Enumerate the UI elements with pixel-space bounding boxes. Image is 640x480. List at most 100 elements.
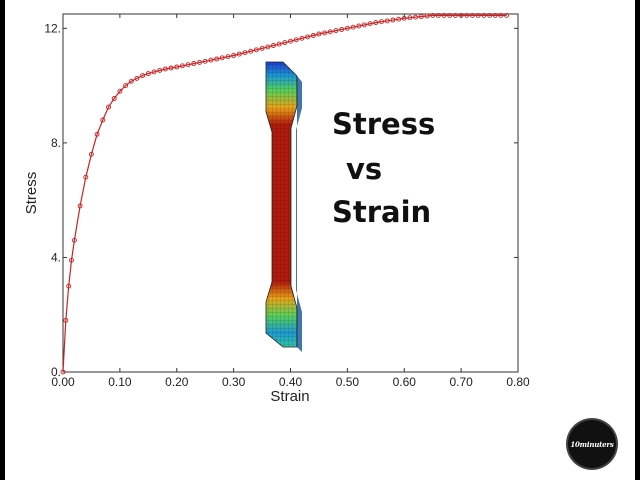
data-point (71, 237, 77, 243)
data-point (492, 12, 498, 18)
y-tick-label: 12. (44, 21, 61, 35)
data-point (373, 20, 379, 26)
data-point (396, 16, 402, 22)
data-point (248, 48, 254, 54)
data-point (379, 19, 384, 25)
data-point (69, 257, 74, 263)
data-point (151, 69, 157, 75)
right-border-band (635, 0, 640, 480)
data-point (504, 12, 510, 18)
data-point (174, 64, 180, 70)
data-point (253, 47, 259, 53)
data-point (157, 67, 163, 73)
data-point (123, 83, 129, 89)
tensile-dogbone-specimen-icon (265, 61, 302, 352)
data-point (430, 12, 436, 18)
data-point (145, 71, 151, 77)
data-point (418, 14, 424, 20)
data-point (390, 17, 396, 23)
data-point (134, 75, 140, 81)
data-point (94, 131, 100, 137)
data-point (470, 12, 475, 18)
x-tick-label: 0.50 (336, 375, 360, 389)
x-axis-ticks: 0.00 0.10 0.20 0.30 0.40 0.50 0.60 0.70 0.80 (51, 14, 530, 389)
data-point (464, 12, 470, 18)
data-point (208, 57, 214, 63)
data-point (191, 61, 197, 66)
data-point (259, 45, 265, 51)
data-point (63, 317, 69, 323)
channel-logo-text: 10minuters (570, 439, 614, 449)
data-point (293, 37, 299, 43)
data-point (282, 40, 288, 46)
data-point (288, 38, 293, 44)
data-point (447, 12, 453, 18)
data-point (168, 65, 174, 71)
data-point (310, 33, 316, 38)
data-point (361, 22, 367, 28)
series-stress-strain (60, 12, 510, 375)
left-border-band (0, 0, 5, 480)
data-point (88, 151, 94, 157)
data-point (231, 53, 237, 58)
data-point (322, 30, 328, 36)
x-tick-label: 0.70 (449, 375, 473, 389)
x-tick-label: 0.00 (51, 375, 75, 389)
y-axis-title: Stress (23, 172, 40, 215)
data-point (344, 25, 350, 31)
data-point (225, 54, 231, 60)
data-point (316, 31, 322, 37)
data-point (202, 58, 208, 64)
x-tick-label: 0.40 (279, 375, 303, 389)
data-point (179, 63, 185, 69)
data-point (270, 43, 276, 48)
y-axis-ticks: 0. 4. 8. 12. (44, 21, 518, 379)
x-tick-label: 0.10 (108, 375, 132, 389)
data-point (236, 51, 242, 57)
data-point (242, 50, 248, 56)
data-point (66, 283, 72, 289)
data-point (350, 24, 356, 30)
data-point (487, 12, 493, 18)
data-point (413, 14, 419, 20)
data-point (475, 12, 481, 18)
data-point (77, 203, 83, 209)
overlay-title-line-1: Stress (332, 107, 436, 141)
data-point (401, 15, 407, 21)
x-tick-label: 0.80 (506, 375, 530, 389)
data-point (185, 62, 191, 68)
data-point (60, 369, 66, 375)
data-point (197, 59, 202, 65)
data-point (106, 104, 111, 110)
data-point (458, 12, 464, 18)
x-tick-label: 0.30 (222, 375, 246, 389)
data-point (128, 78, 134, 84)
data-point (339, 27, 345, 32)
channel-logo-badge: 10minuters (568, 420, 616, 468)
x-tick-label: 0.60 (393, 375, 417, 389)
y-tick-label: 8. (51, 136, 61, 150)
y-tick-label: 4. (51, 250, 61, 264)
data-point (117, 88, 123, 94)
data-point (452, 12, 458, 18)
overlay-title-line-3: Strain (332, 195, 432, 229)
data-point (356, 23, 362, 29)
x-axis-title: Strain (270, 388, 309, 405)
data-point (305, 34, 311, 40)
data-point (384, 18, 390, 24)
data-point (276, 41, 282, 47)
data-point (214, 56, 220, 62)
data-point (299, 35, 305, 41)
data-point (333, 28, 339, 34)
data-point (100, 117, 106, 123)
data-point (83, 174, 89, 180)
data-point (140, 73, 146, 79)
data-point (111, 96, 117, 101)
y-tick-label: 0. (51, 365, 61, 379)
data-point (435, 12, 441, 18)
x-tick-label: 0.20 (165, 375, 189, 389)
data-point (424, 13, 430, 19)
data-point (265, 44, 271, 50)
